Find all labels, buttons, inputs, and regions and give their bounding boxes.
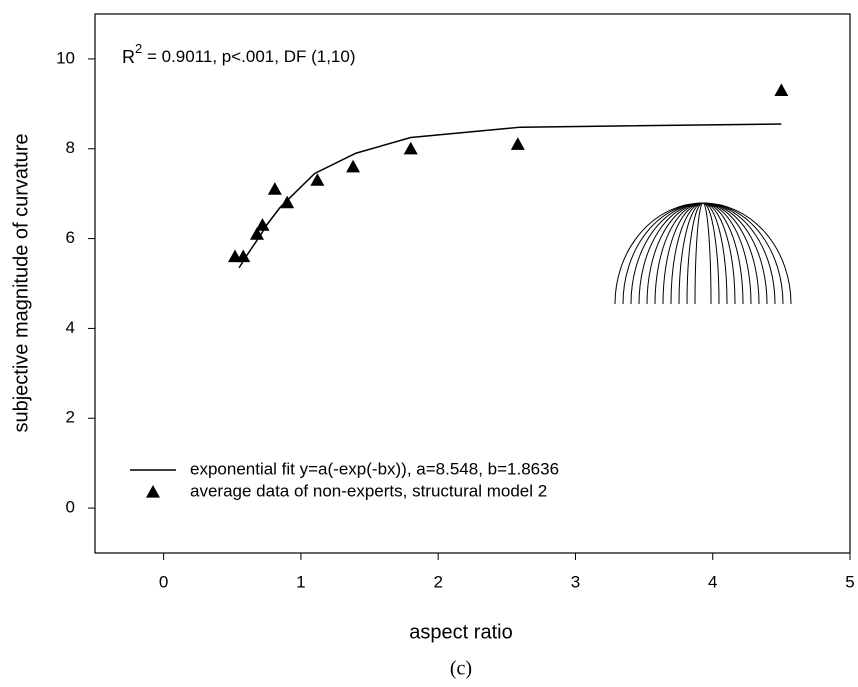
annotation-sup: 2 [135, 41, 142, 56]
y-tick-label: 6 [66, 228, 75, 247]
data-point [236, 249, 251, 263]
y-tick-label: 8 [66, 138, 75, 157]
annotation-base: R [122, 47, 135, 67]
y-tick-label: 4 [66, 318, 75, 337]
annotation: R2 = 0.9011, p<.001, DF (1,10) [122, 41, 356, 66]
data-point [255, 218, 270, 231]
x-tick-label: 1 [296, 572, 305, 591]
x-tick-label: 0 [159, 572, 168, 591]
data-point [346, 159, 361, 173]
x-tick-label: 5 [845, 572, 854, 591]
annotation-rest: = 0.9011, p<.001, DF (1,10) [142, 47, 355, 66]
data-point [310, 173, 325, 186]
caption: (c) [450, 658, 472, 680]
data-point [510, 137, 525, 150]
x-tick-label: 3 [571, 572, 580, 591]
fit-line [238, 123, 782, 269]
data-point [403, 141, 418, 155]
y-axis-label: subjective magnitude of curvature [10, 133, 32, 432]
x-tick-label: 2 [433, 572, 442, 591]
hemisphere-icon [614, 202, 792, 305]
y-tick-label: 10 [56, 48, 75, 67]
y-tick-label: 0 [66, 498, 75, 517]
y-tick-label: 2 [66, 408, 75, 427]
data-point [774, 83, 789, 96]
x-tick-label: 4 [708, 572, 717, 591]
legend-label: average data of non-experts, structural … [190, 481, 547, 500]
data-point [249, 227, 264, 240]
x-axis-label: aspect ratio [409, 621, 512, 643]
data-point [280, 195, 295, 209]
data-point [267, 182, 282, 195]
legend-swatch [146, 485, 160, 498]
legend-label: exponential fit y=a(-exp(-bx)), a=8.548,… [190, 459, 559, 478]
plot-frame [94, 13, 851, 554]
